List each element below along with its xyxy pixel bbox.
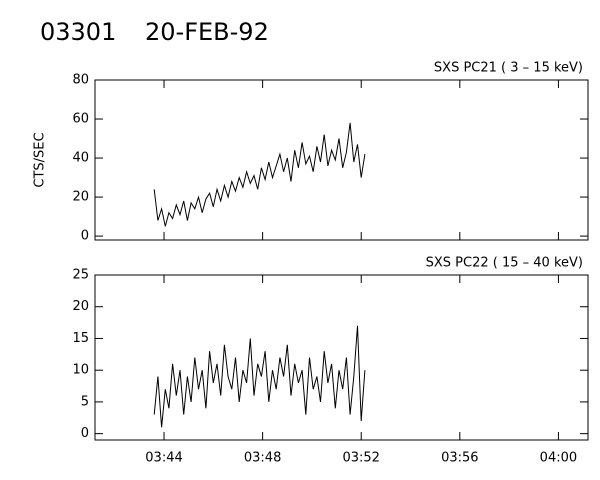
- y-tick-label: 5: [81, 394, 89, 409]
- y-tick-label: 0: [81, 426, 89, 441]
- y-tick-label: 60: [72, 112, 89, 127]
- y-tick-label: 25: [72, 268, 89, 283]
- x-tick-label: 03:52: [342, 451, 379, 466]
- data-line: [153, 122, 366, 227]
- panel-title: SXS PC21 ( 3 – 15 keV): [434, 61, 583, 76]
- plot-frame: [94, 274, 589, 441]
- x-tick-label: 03:56: [441, 451, 478, 466]
- y-tick-label: 15: [72, 331, 89, 346]
- x-tick-label: 03:48: [244, 451, 281, 466]
- y-tick-label: 0: [81, 229, 89, 244]
- y-tick-label: 80: [72, 73, 89, 88]
- y-tick-label: 40: [72, 151, 89, 166]
- y-tick-label: 20: [72, 299, 89, 314]
- plot-frame: [94, 79, 589, 241]
- y-tick-label: 10: [72, 363, 89, 378]
- y-tick-label: 20: [72, 190, 89, 205]
- date: 20-FEB-92: [145, 18, 269, 46]
- data-line: [153, 325, 366, 428]
- x-tick-label: 03:44: [145, 451, 182, 466]
- panel-title: SXS PC22 ( 15 – 40 keV): [426, 256, 583, 271]
- x-tick-label: 04:00: [540, 451, 577, 466]
- run-id: 03301: [40, 18, 116, 46]
- y-axis-label: CTS/SEC: [33, 132, 48, 187]
